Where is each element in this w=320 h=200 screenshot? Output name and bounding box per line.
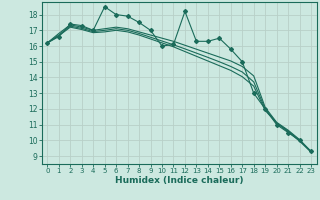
X-axis label: Humidex (Indice chaleur): Humidex (Indice chaleur) [115,176,244,185]
